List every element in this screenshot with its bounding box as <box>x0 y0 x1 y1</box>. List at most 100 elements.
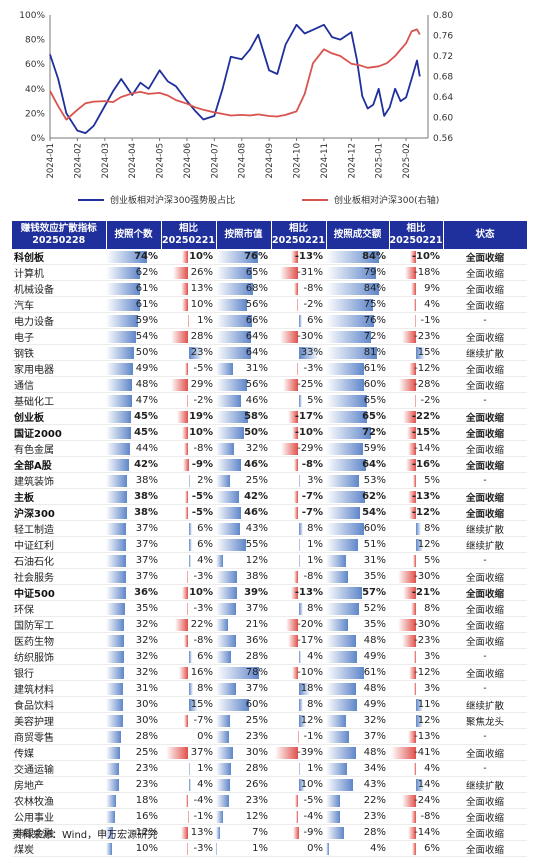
cell-count-change: -9% <box>161 456 216 473</box>
cell-count-change: 4% <box>161 552 216 569</box>
cell-turnover-bar <box>326 346 378 359</box>
cell-mktcap: 21% <box>216 616 271 633</box>
cell-mktcap-change-value: -30% <box>297 330 323 342</box>
cell-mktcap-change-value: -4% <box>303 810 323 822</box>
cell-turnover: 37% <box>326 728 389 745</box>
cell-turnover-change-value: -12% <box>414 666 440 678</box>
cell-turnover-change: 11% <box>389 696 443 713</box>
cell-mktcap: 55% <box>216 536 271 553</box>
cell-mktcap: 46% <box>216 456 271 473</box>
cell-mktcap: 46% <box>216 504 271 521</box>
cell-turnover-change-bar <box>391 746 416 759</box>
cell-turnover-bar <box>326 298 374 311</box>
cell-turnover-change-value: -12% <box>411 506 440 518</box>
cell-turnover-value: 65% <box>362 410 386 422</box>
cell-count-change: 19% <box>161 408 216 425</box>
x-tick-label: 2024-10 <box>293 143 303 179</box>
cell-status: - <box>443 648 527 665</box>
cell-turnover-change: -2% <box>389 392 443 409</box>
cell-turnover: 65% <box>326 408 389 425</box>
cell-mktcap-change-value: -9% <box>303 826 323 838</box>
y-right-tick-label: 0.80 <box>433 11 453 21</box>
cell-mktcap: 25% <box>216 472 271 489</box>
cell-count-value: 37% <box>135 554 158 566</box>
cell-turnover-value: 22% <box>363 794 386 806</box>
cell-turnover-change-value: -16% <box>411 458 440 470</box>
cell-mktcap-change: -9% <box>271 824 326 841</box>
cell-mktcap-change-bar <box>283 378 299 391</box>
cell-count: 32% <box>106 648 161 665</box>
cell-turnover-change: -15% <box>389 424 443 441</box>
cell-count-bar <box>106 250 147 263</box>
cell-count-change-value: 0% <box>197 730 213 742</box>
cell-turnover: 81% <box>326 344 389 361</box>
cell-status: 全面收缩 <box>443 632 527 649</box>
cell-mktcap-change-bar <box>280 330 299 343</box>
cell-turnover-change-value: -15% <box>411 426 440 438</box>
cell-turnover-change-bar <box>407 442 416 455</box>
cell-turnover-change-value: -12% <box>414 362 440 374</box>
cell-count-change-bar <box>175 618 189 631</box>
cell-mktcap: 76% <box>216 249 271 265</box>
cell-turnover-change-value: -2% <box>420 394 440 406</box>
y-right-tick-label: 0.68 <box>433 73 453 83</box>
cell-count-change-value: -5% <box>193 362 213 374</box>
cell-turnover-value: 84% <box>363 282 386 294</box>
cell-count-bar <box>106 586 126 599</box>
cell-turnover-change-value: -30% <box>414 618 440 630</box>
cell-count: 59% <box>106 312 161 329</box>
cell-turnover-bar <box>326 378 364 391</box>
table-row: 建筑装饰 38% 2% 25% 3% 53% 5% - <box>12 472 527 489</box>
row-name: 国防军工 <box>12 616 106 633</box>
cell-count-bar <box>106 554 127 567</box>
cell-mktcap-change-value: 10% <box>300 778 323 790</box>
cell-turnover-change: 12% <box>389 536 443 553</box>
cell-turnover-value: 61% <box>363 666 386 678</box>
cell-mktcap-change-bar <box>294 490 299 503</box>
cell-count-change-bar <box>186 794 189 807</box>
cell-turnover: 52% <box>326 600 389 617</box>
cell-count-change: -2% <box>161 392 216 409</box>
cell-count-change-bar <box>188 538 193 551</box>
row-name: 国证2000 <box>12 424 106 441</box>
cell-count-change-bar <box>187 314 189 327</box>
cell-turnover-change: -22% <box>389 408 443 425</box>
cell-mktcap: 1% <box>216 840 271 857</box>
cell-count-change: -3% <box>161 600 216 617</box>
cell-count-bar <box>106 794 116 807</box>
cell-count-bar <box>106 730 122 743</box>
header-status: 状态 <box>443 221 528 249</box>
cell-count: 62% <box>106 264 161 281</box>
cell-turnover-bar <box>326 586 362 599</box>
y-left-tick-label: 20% <box>25 109 45 119</box>
cell-count: 32% <box>106 632 161 649</box>
cell-turnover-change-value: 8% <box>424 522 440 534</box>
cell-turnover-change-value: 12% <box>417 714 440 726</box>
cell-mktcap-value: 64% <box>245 330 268 342</box>
cell-mktcap: 65% <box>216 264 271 281</box>
cell-count-change-value: 10% <box>189 250 213 262</box>
cell-count-value: 42% <box>134 458 158 470</box>
cell-mktcap-bar <box>216 426 244 439</box>
cell-mktcap-change-value: -17% <box>294 410 323 422</box>
cell-count-change-value: -2% <box>193 394 213 406</box>
cell-turnover-value: 23% <box>363 810 386 822</box>
cell-mktcap-change-bar <box>292 426 299 439</box>
x-tick-label: 2024-05 <box>156 143 166 179</box>
cell-turnover-change: -24% <box>389 792 443 809</box>
cell-mktcap-change-bar <box>296 362 299 375</box>
cell-count: 35% <box>106 600 161 617</box>
cell-turnover: 84% <box>326 249 389 265</box>
cell-mktcap-change-bar <box>288 634 299 647</box>
row-name: 建筑装饰 <box>12 472 106 489</box>
cell-turnover: 4% <box>326 840 389 857</box>
cell-count-bar <box>106 394 132 407</box>
cell-mktcap-bar <box>216 842 217 855</box>
cell-mktcap-bar <box>216 314 253 327</box>
cell-turnover: 22% <box>326 792 389 809</box>
cell-turnover-value: 59% <box>363 442 386 454</box>
cell-count-value: 37% <box>135 522 158 534</box>
header-indicator: 赚钱效应扩散指标 20250228 <box>12 221 107 249</box>
cell-turnover-change: -28% <box>389 376 443 393</box>
cell-status: 全面收缩 <box>443 424 527 441</box>
